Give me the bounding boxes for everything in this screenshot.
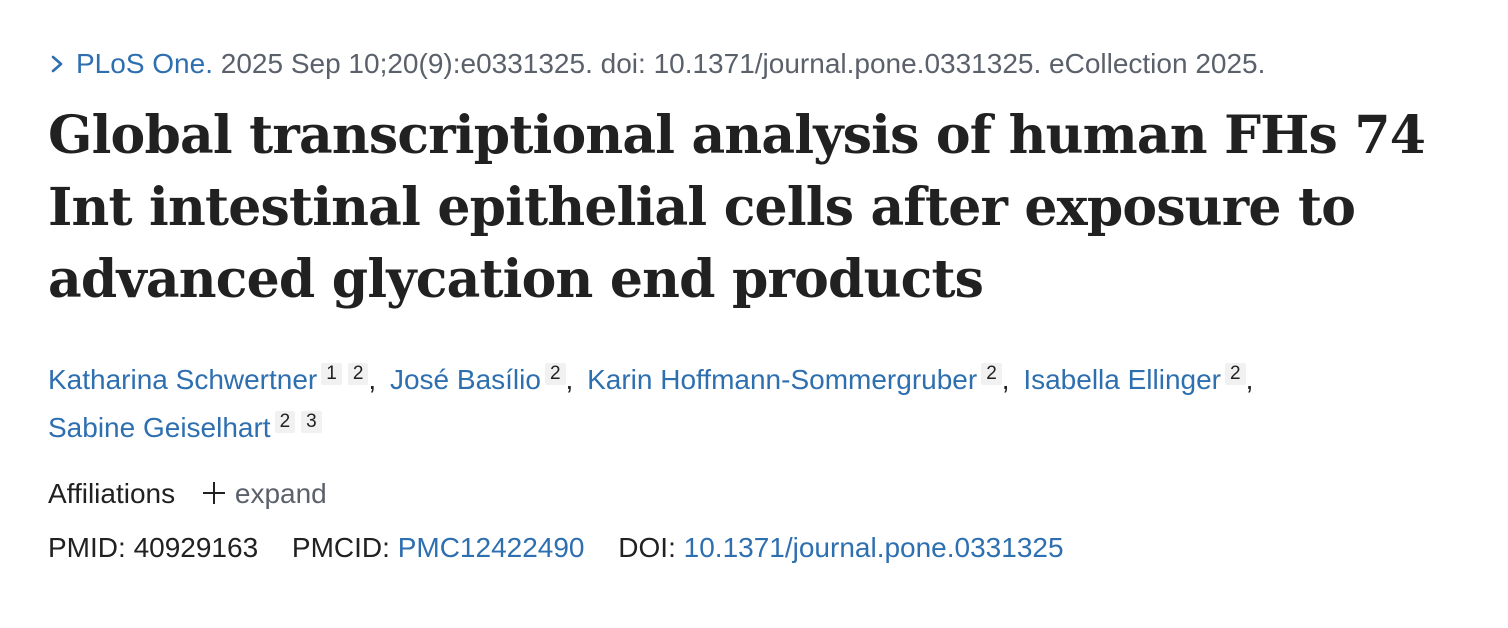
article-header: PLoS One. 2025 Sep 10;20(9):e0331325. do… [48, 44, 1468, 568]
author-link[interactable]: José Basílio [389, 364, 541, 395]
affiliation-ref-button[interactable]: 1 [321, 363, 342, 385]
affiliation-ref-button[interactable]: 2 [347, 363, 369, 385]
affiliation-ref-button[interactable]: 2 [544, 363, 566, 385]
affiliation-ref-button[interactable]: 3 [301, 411, 322, 433]
citation-details: 2025 Sep 10;20(9):e0331325. doi: 10.1371… [220, 48, 1266, 79]
identifiers-row: PMID: 40929163 PMCID: PMC12422490 DOI: 1… [48, 528, 1468, 568]
affiliation-ref-button[interactable]: 2 [274, 411, 296, 433]
article-title: Global transcriptional analysis of human… [48, 105, 1426, 310]
pmcid-group: PMCID: PMC12422490 [292, 528, 585, 568]
citation-line: PLoS One. 2025 Sep 10;20(9):e0331325. do… [48, 44, 1468, 84]
author-separator: , [1001, 364, 1010, 395]
author-link[interactable]: Sabine Geiselhart [48, 412, 271, 443]
doi-group: DOI: 10.1371/journal.pone.0331325 [618, 528, 1063, 568]
author-item: Isabella Ellinger 2, [1023, 363, 1259, 395]
affiliations-expand-button[interactable]: expand [201, 474, 327, 514]
affiliation-ref-button[interactable]: 2 [1225, 363, 1246, 385]
journal-link[interactable]: PLoS One. [76, 48, 213, 79]
author-link[interactable]: Isabella Ellinger [1023, 364, 1221, 395]
plus-icon [201, 480, 227, 506]
chevron-right-icon[interactable] [48, 44, 76, 84]
author-item: Karin Hoffmann-Sommergruber 2, [587, 363, 1015, 395]
author-list: Katharina Schwertner 1 2, José Basílio 2, K… [48, 356, 1468, 452]
pmid-group: PMID: 40929163 [48, 528, 258, 568]
pmcid-link[interactable]: PMC12422490 [397, 532, 585, 563]
pmid-value: 40929163 [133, 532, 259, 563]
doi-link[interactable]: 10.1371/journal.pone.0331325 [683, 532, 1064, 563]
author-link[interactable]: Karin Hoffmann-Sommergruber [587, 364, 978, 395]
author-separator: , [1245, 364, 1254, 395]
affiliations-label: Affiliations [48, 478, 176, 509]
doi-label: DOI: [618, 532, 676, 563]
expand-label: expand [234, 478, 327, 509]
author-separator: , [565, 364, 574, 395]
author-item: Katharina Schwertner 1 2, [48, 363, 382, 395]
affiliations-row: Affiliations expand [48, 474, 1468, 514]
affiliation-ref-button[interactable]: 2 [981, 363, 1002, 385]
author-link[interactable]: Katharina Schwertner [48, 364, 318, 395]
pmid-label: PMID: [48, 532, 126, 563]
pmcid-label: PMCID: [291, 532, 390, 563]
author-item: José Basílio 2, [389, 363, 579, 395]
author-separator: , [368, 364, 377, 395]
author-item: Sabine Geiselhart 2 3 [48, 411, 322, 443]
